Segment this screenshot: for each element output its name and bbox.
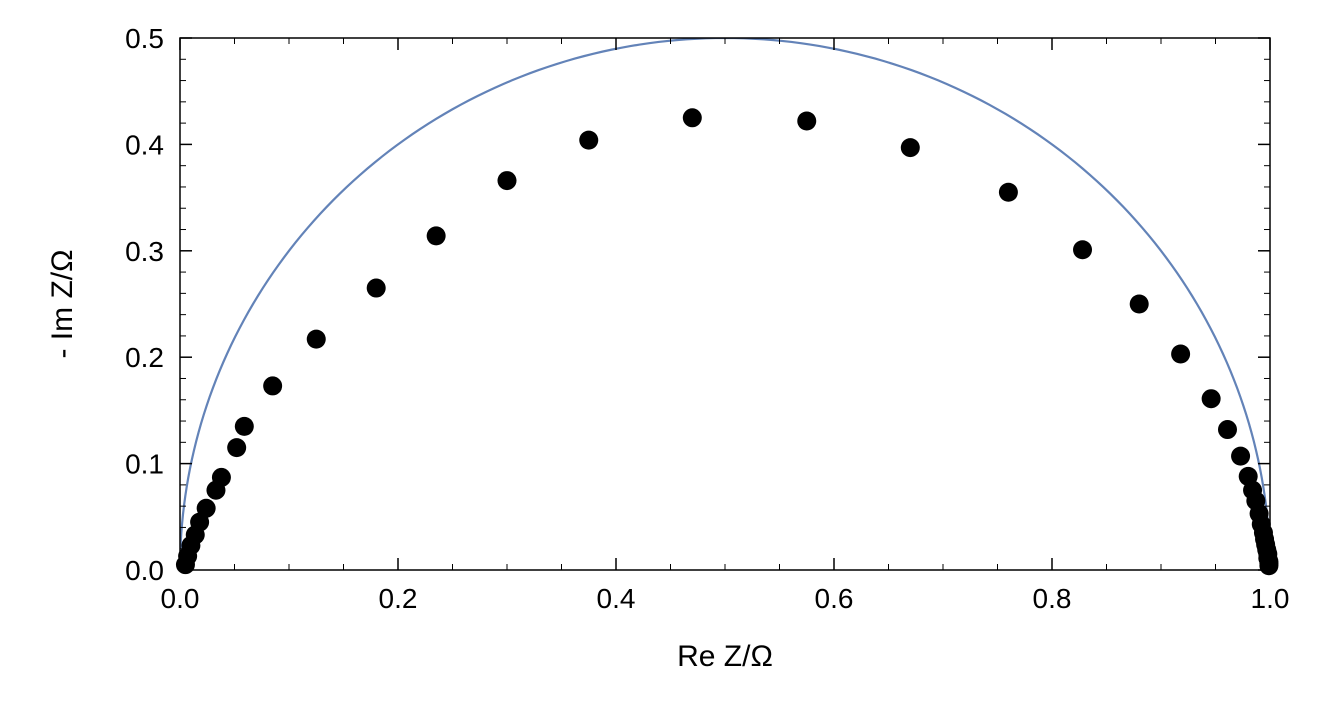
scatter-point: [1259, 556, 1278, 575]
scatter-point: [1202, 389, 1221, 408]
scatter-point: [235, 417, 254, 436]
y-tick-label: 0.5: [125, 23, 164, 54]
scatter-point: [1130, 295, 1149, 314]
scatter-point: [1218, 420, 1237, 439]
scatter-point: [683, 108, 702, 127]
nyquist-plot: 0.0 0.2 0.4 0.6 0.8 1.0 0.0 0.1 0.2 0.3 0.4 0.5 Re Z…: [0, 0, 1324, 720]
y-axis-label: - Im Z/Ω: [46, 249, 79, 358]
x-tick-label: 0.6: [815, 583, 854, 614]
scatter-point: [797, 111, 816, 130]
scatter-point: [999, 183, 1018, 202]
scatter-point: [367, 279, 386, 298]
scatter-point: [1171, 345, 1190, 364]
x-tick-label: 1.0: [1251, 583, 1290, 614]
x-tick-label: 0.0: [161, 583, 200, 614]
scatter-point: [227, 438, 246, 457]
y-tick-label: 0.1: [125, 449, 164, 480]
scatter-point: [579, 131, 598, 150]
chart-svg: 0.0 0.2 0.4 0.6 0.8 1.0 0.0 0.1 0.2 0.3 0.4 0.5 Re Z…: [0, 0, 1324, 720]
x-tick-label: 0.4: [597, 583, 636, 614]
scatter-point: [263, 376, 282, 395]
scatter-point: [1073, 240, 1092, 259]
scatter-point: [427, 226, 446, 245]
scatter-point: [498, 171, 517, 190]
y-tick-label: 0.4: [125, 129, 164, 160]
scatter-point: [197, 499, 216, 518]
x-tick-label: 0.2: [379, 583, 418, 614]
y-tick-label: 0.2: [125, 342, 164, 373]
x-axis-label: Re Z/Ω: [677, 640, 773, 673]
scatter-point: [1231, 447, 1250, 466]
x-tick-label: 0.8: [1033, 583, 1072, 614]
scatter-point: [307, 330, 326, 349]
scatter-point: [212, 468, 231, 487]
scatter-point: [901, 138, 920, 157]
y-tick-label: 0.0: [125, 555, 164, 586]
y-tick-label: 0.3: [125, 236, 164, 267]
